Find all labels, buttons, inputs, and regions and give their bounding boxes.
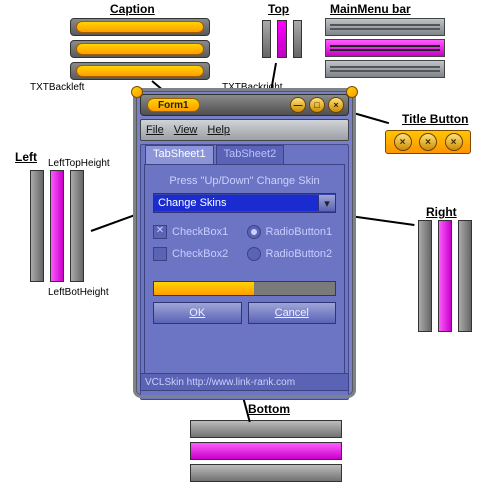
- left-swatch: [30, 170, 84, 282]
- menu-view[interactable]: View: [174, 124, 198, 136]
- label-leftbot: LeftBotHeight: [48, 287, 109, 298]
- checkbox1-label: CheckBox1: [172, 226, 228, 238]
- label-lefttop: LeftTopHeight: [48, 158, 110, 169]
- titlebar[interactable]: Form1 — □ ×: [140, 94, 349, 116]
- checkbox2-label: CheckBox2: [172, 248, 228, 260]
- menu-help[interactable]: Help: [207, 124, 230, 136]
- progress-bar: [153, 281, 336, 296]
- client-area: TabSheet1 TabSheet2 Press "Up/Down" Chan…: [140, 144, 349, 400]
- instruction-text: Press "Up/Down" Change Skin: [153, 175, 336, 187]
- label-caption: Caption: [110, 2, 155, 16]
- radiobutton1-label: RadioButton1: [266, 226, 333, 238]
- caption-swatch: [70, 18, 210, 80]
- label-mainmenu: MainMenu bar: [330, 2, 411, 16]
- tab-sheet2[interactable]: TabSheet2: [216, 145, 285, 164]
- checkbox2[interactable]: CheckBox2: [153, 247, 243, 261]
- combo-value: Change Skins: [154, 195, 318, 211]
- label-top: Top: [268, 2, 289, 16]
- label-left: Left: [15, 150, 37, 164]
- checkbox1[interactable]: CheckBox1: [153, 225, 243, 239]
- radiobutton1[interactable]: RadioButton1: [247, 225, 337, 239]
- titlebutton-swatch: ×××: [385, 130, 471, 154]
- bottom-swatch: [190, 420, 342, 482]
- label-titlebutton: Title Button: [402, 112, 468, 126]
- tab-body: Press "Up/Down" Change Skin Change Skins…: [144, 164, 345, 386]
- label-bottom: Bottom: [248, 402, 290, 416]
- menu-file[interactable]: File: [146, 124, 164, 136]
- maximize-button[interactable]: □: [309, 97, 325, 113]
- pointer-right: [350, 215, 415, 226]
- radiobutton2-label: RadioButton2: [266, 248, 333, 260]
- form-window: Form1 — □ × File View Help TabSheet1 Tab…: [135, 90, 354, 396]
- tab-sheet1[interactable]: TabSheet1: [145, 145, 214, 164]
- minimize-button[interactable]: —: [290, 97, 306, 113]
- top-swatch: [262, 20, 302, 58]
- close-button[interactable]: ×: [328, 97, 344, 113]
- ok-button[interactable]: OK: [153, 302, 242, 324]
- status-bar: VCLSkin http://www.link-rank.com: [140, 373, 349, 391]
- label-right: Right: [426, 205, 457, 219]
- skin-combobox[interactable]: Change Skins ▾: [153, 193, 336, 213]
- mainmenu-swatch: [325, 18, 445, 78]
- title-text: Form1: [147, 98, 200, 112]
- radiobutton2[interactable]: RadioButton2: [247, 247, 337, 261]
- pointer-left: [91, 213, 139, 232]
- right-swatch: [418, 220, 472, 332]
- cancel-button[interactable]: Cancel: [248, 302, 337, 324]
- menu-bar: File View Help: [140, 119, 349, 141]
- label-txtbackleft: TXTBackleft: [30, 82, 84, 93]
- chevron-down-icon[interactable]: ▾: [318, 195, 335, 211]
